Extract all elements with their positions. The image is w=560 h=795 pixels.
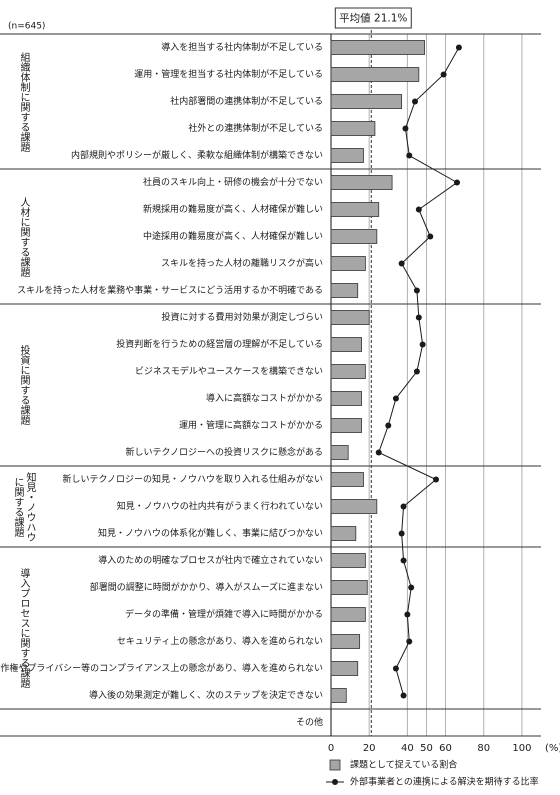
bar — [330, 310, 370, 325]
bar — [330, 445, 349, 460]
x-unit: (%) — [545, 743, 560, 754]
x-tick-label: 60 — [439, 743, 452, 754]
bar — [330, 229, 378, 244]
bar — [330, 67, 420, 82]
point — [427, 233, 434, 240]
category-label: 導入に高額なコストがかかる — [206, 392, 323, 404]
point — [433, 476, 439, 483]
point — [440, 71, 447, 78]
category-label: スキルを持った人材を業務や事業・サービスにどう活用するか不明確である — [17, 284, 323, 296]
category-label: 知見・ノウハウの社内共有がうまく行われていない — [117, 500, 323, 512]
category-label: セキュリティ上の懸念があり、導入を進められない — [117, 635, 323, 647]
point — [406, 638, 413, 645]
bar — [330, 337, 362, 352]
average-box — [334, 7, 412, 29]
point — [413, 287, 420, 294]
category-label: 社員のスキル向上・研修の機会が十分でない — [143, 176, 323, 188]
x-tick-label: 20 — [363, 743, 376, 754]
x-tick-label: 40 — [401, 743, 414, 754]
point — [413, 368, 420, 375]
category-label: 導入後の効果測定が難しく、次のステップを決定できない — [89, 689, 323, 701]
bar — [330, 202, 380, 217]
point — [415, 206, 422, 213]
legend-label: 外部事業者との連携による解決を期待する比率 — [350, 776, 539, 788]
category-label: 内部規則やポリシーが厳しく、柔軟な組織体制が構築できない — [71, 149, 323, 161]
x-tick-label: 80 — [477, 743, 490, 754]
category-label: 知見・ノウハウの体系化が難しく、事業に結びつかない — [98, 527, 323, 539]
x-tick-label: 0 — [328, 743, 334, 754]
point — [412, 98, 418, 105]
category-label: ビジネスモデルやユースケースを構築できない — [135, 365, 323, 377]
category-label: 投資に対する費用対効果が測定しづらい — [162, 311, 323, 323]
bar — [330, 418, 362, 433]
category-label: 新しいテクノロジーの知見・ノウハウを取り入れる仕組みがない — [63, 473, 323, 485]
category-label: 運用・管理に高額なコストがかかる — [179, 419, 323, 431]
category-label: その他 — [296, 716, 323, 728]
category-label: 新規採用の難易度が高く、人材確保が難しい — [143, 203, 323, 215]
point — [375, 449, 382, 456]
group-label: 組織体制に関する課題 — [18, 51, 29, 152]
point — [392, 395, 399, 402]
bar — [330, 148, 364, 163]
legend-label: 課題として捉えている割合 — [350, 759, 457, 771]
point — [385, 422, 392, 429]
category-label: 運用・管理を担当する社内体制が不足している — [134, 68, 323, 80]
bar — [330, 40, 425, 55]
bar — [330, 688, 347, 703]
category-label: データの準備・管理が煩雑で導入に時間がかかる — [125, 608, 323, 620]
point — [408, 584, 415, 591]
point — [392, 665, 399, 672]
group-label: 知見・ノウハウに関する課題 — [12, 471, 35, 542]
point — [454, 179, 460, 186]
bar — [330, 526, 357, 541]
x-tick-label: 50 — [420, 743, 433, 754]
x-tick-label: 100 — [512, 743, 531, 754]
point — [400, 503, 407, 510]
point — [400, 557, 407, 564]
bar — [330, 472, 364, 487]
category-label: 導入を担当する社内体制が不足している — [161, 41, 323, 53]
point — [398, 260, 405, 267]
sample-size: (n=645) — [8, 22, 45, 32]
category-label: 著作権やプライバシー等のコンプライアンス上の懸念があり、導入を進められない — [0, 662, 323, 674]
category-label: 部署間の調整に時間がかかり、導入がスムーズに進まない — [90, 581, 323, 593]
bar — [330, 94, 403, 109]
average-label: 平均値 21.1% — [339, 12, 407, 25]
point — [415, 314, 422, 321]
bar — [330, 364, 366, 379]
point — [455, 44, 462, 51]
point — [398, 530, 405, 537]
bar — [330, 553, 366, 568]
category-label: 社外との連携体制が不足している — [188, 122, 323, 134]
category-label: 新しいテクノロジーへの投資リスクに懸念がある — [126, 446, 323, 458]
legend-swatch — [329, 759, 341, 771]
bar — [330, 283, 359, 298]
bar — [330, 634, 361, 649]
bar — [330, 391, 362, 406]
bar — [330, 499, 378, 514]
group-label: 投資に関する課題 — [18, 345, 29, 425]
category-label: 中途採用の難易度が高く、人材確保が難しい — [143, 230, 323, 242]
bar — [330, 175, 393, 190]
point — [406, 152, 413, 159]
category-label: 導入のための明確なプロセスが社内で確立されていない — [98, 554, 323, 566]
category-label: 社内部署間の連携体制が不足している — [170, 95, 323, 107]
point — [402, 125, 409, 132]
group-label: 導入プロセスに関する課題 — [18, 568, 29, 688]
bar — [330, 121, 376, 136]
point — [419, 341, 426, 348]
category-label: 投資判断を行うための経営層の理解が不足している — [116, 338, 323, 350]
point — [404, 611, 411, 618]
group-label: 人材に関する課題 — [18, 196, 29, 277]
bar — [330, 580, 368, 595]
point — [400, 692, 407, 699]
bar — [330, 661, 359, 676]
bar — [330, 607, 366, 622]
bar — [330, 256, 366, 271]
category-label: スキルを持った人材の離職リスクが高い — [161, 257, 323, 269]
legend-swatch — [332, 779, 338, 785]
